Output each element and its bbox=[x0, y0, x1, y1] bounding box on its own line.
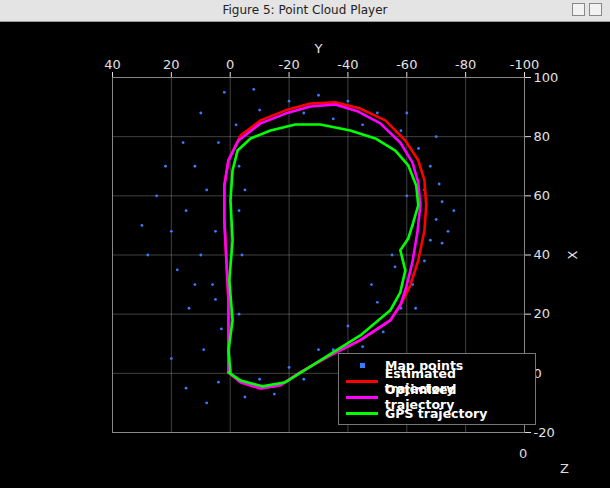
svg-text:-40: -40 bbox=[337, 57, 358, 72]
svg-text:-100: -100 bbox=[510, 57, 540, 72]
svg-text:X: X bbox=[565, 250, 580, 259]
html-text:Map points: Map points bbox=[385, 357, 464, 373]
svg-text:20: 20 bbox=[534, 306, 551, 321]
html-text:Figure 5: Point Cloud Player: Figure 5: Point Cloud Player bbox=[222, 3, 388, 17]
svg-text:-60: -60 bbox=[396, 57, 417, 72]
svg-text:40: 40 bbox=[104, 57, 121, 72]
svg-text:20: 20 bbox=[163, 57, 180, 72]
html-text:GPS trajectory: GPS trajectory bbox=[385, 405, 488, 421]
html-text:Optimized trajectory: Optimized trajectory bbox=[384, 382, 457, 412]
svg-text:60: 60 bbox=[534, 188, 551, 203]
svg-text:Y: Y bbox=[314, 41, 323, 56]
html-text:Estimated trajectory: Estimated trajectory bbox=[384, 366, 456, 396]
svg-text:-20: -20 bbox=[278, 57, 299, 72]
svg-text:-20: -20 bbox=[534, 425, 555, 440]
svg-text:80: 80 bbox=[534, 129, 551, 144]
html-text:Z: Z bbox=[560, 461, 569, 476]
svg-text:40: 40 bbox=[534, 247, 551, 262]
svg-text:0: 0 bbox=[533, 365, 542, 381]
svg-text:-80: -80 bbox=[455, 57, 476, 72]
html-text:0: 0 bbox=[519, 446, 528, 461]
svg-text:100: 100 bbox=[534, 70, 559, 85]
svg-text:0: 0 bbox=[226, 57, 234, 72]
